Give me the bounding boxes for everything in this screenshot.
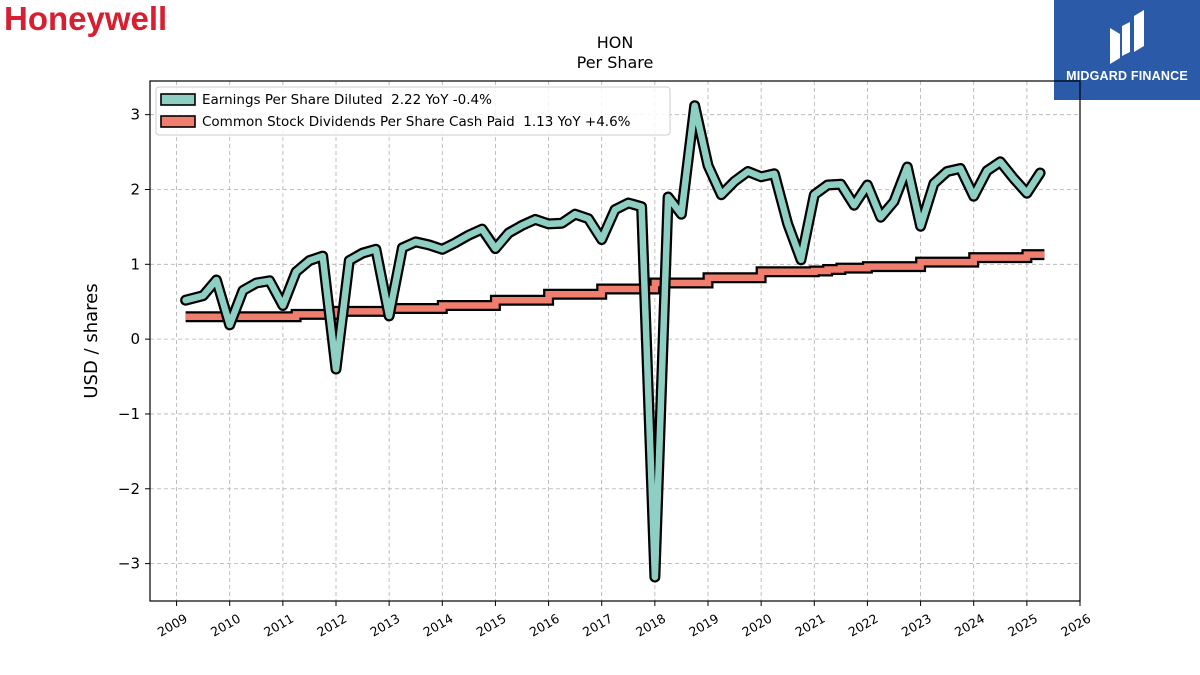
y-tick-label: 2 xyxy=(130,180,140,198)
plot-frame xyxy=(149,80,1081,602)
x-tick-label: 2024 xyxy=(952,611,987,640)
legend-label-eps: Earnings Per Share Diluted 2.22 YoY -0.4… xyxy=(202,92,492,108)
x-tick-label: 2017 xyxy=(580,611,615,640)
x-tick-label: 2016 xyxy=(527,611,562,640)
y-tick-label: −1 xyxy=(118,405,140,423)
x-tick-label: 2020 xyxy=(739,611,774,640)
x-tick-label: 2022 xyxy=(846,611,881,640)
grid-lines xyxy=(150,81,1081,601)
legend-swatch-dividends xyxy=(160,115,196,128)
x-tick-label: 2018 xyxy=(633,611,668,640)
legend: Earnings Per Share Diluted 2.22 YoY -0.4… xyxy=(155,86,671,136)
x-tick-label: 2009 xyxy=(155,611,190,640)
x-tick-label: 2013 xyxy=(367,611,402,640)
x-tick-label: 2021 xyxy=(793,611,828,640)
y-axis-label: USD / shares xyxy=(81,283,102,398)
y-tick-label: 1 xyxy=(130,255,140,273)
y-tick-label: −3 xyxy=(118,555,140,573)
x-tick-label: 2014 xyxy=(421,611,456,640)
axis-ticks: 2009 2010 2011 2012 2013 2014 2015 2016 2017 2018… xyxy=(118,106,1093,640)
chart-subtitle: Per Share xyxy=(577,53,654,72)
y-tick-label: −2 xyxy=(118,480,140,498)
legend-label-dividends: Common Stock Dividends Per Share Cash Pa… xyxy=(202,114,631,130)
x-tick-label: 2015 xyxy=(474,611,509,640)
midgard-finance-badge: MIDGARD FINANCE xyxy=(1054,0,1200,100)
series-line-0 xyxy=(182,102,1044,581)
x-tick-label: 2023 xyxy=(899,611,934,640)
y-tick-label: 0 xyxy=(130,330,140,348)
x-tick-label: 2012 xyxy=(314,611,349,640)
partner-name: MIDGARD FINANCE xyxy=(1066,69,1188,83)
x-tick-label: 2011 xyxy=(261,611,296,640)
midgard-logo-icon xyxy=(1110,10,1144,64)
chart-title: HON xyxy=(597,33,634,52)
x-tick-label: 2025 xyxy=(1005,611,1040,640)
series-layer xyxy=(180,100,1046,583)
legend-box xyxy=(155,86,671,136)
honeywell-logo: Honeywell xyxy=(4,0,168,37)
x-tick-label: 2019 xyxy=(686,611,721,640)
y-tick-label: 3 xyxy=(130,106,140,124)
x-tick-label: 2026 xyxy=(1058,611,1093,640)
x-tick-label: 2010 xyxy=(208,611,243,640)
legend-swatch-eps xyxy=(160,93,196,106)
